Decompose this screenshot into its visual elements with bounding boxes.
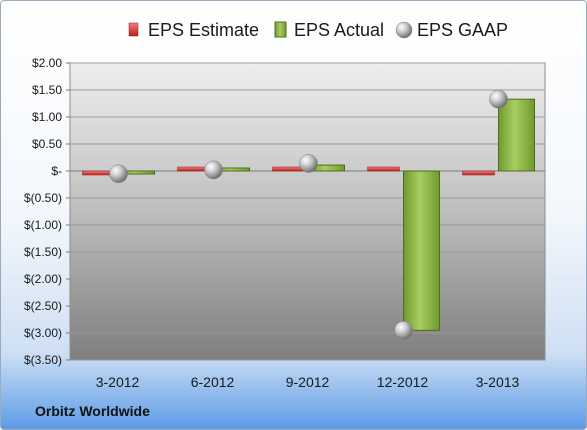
y-tick-label: $- xyxy=(51,164,62,178)
eps-gaap-point xyxy=(489,89,508,109)
x-tick-label: 6-2012 xyxy=(191,374,235,390)
legend-swatch-eps-gaap xyxy=(395,21,413,39)
y-tick-label: $(3.00) xyxy=(24,326,62,340)
legend-swatch-eps-estimate xyxy=(128,22,139,37)
y-tick-label: $2.00 xyxy=(32,56,62,70)
x-tick-label: 3-2012 xyxy=(96,374,140,390)
y-tick-label: $1.50 xyxy=(32,83,62,97)
eps-estimate-mark xyxy=(462,170,495,176)
eps-actual-bar xyxy=(403,170,440,331)
y-tick-label: $1.00 xyxy=(32,110,62,124)
eps-gaap-point xyxy=(109,164,128,183)
y-tick-label: $(2.50) xyxy=(24,299,62,313)
eps-estimate-mark xyxy=(367,166,400,172)
eps-actual-bar xyxy=(498,98,535,172)
eps-gaap-point xyxy=(204,160,223,180)
eps-gaap-point xyxy=(299,154,318,173)
y-tick-label: $(1.00) xyxy=(24,218,62,232)
y-tick-label: $(1.50) xyxy=(24,245,62,259)
y-tick-label: $(0.50) xyxy=(24,191,62,205)
plot-area xyxy=(69,62,546,361)
y-tick-label: $0.50 xyxy=(32,137,62,151)
legend-label: EPS Actual xyxy=(294,20,384,40)
y-tick-label: $(2.00) xyxy=(24,272,62,286)
y-tick-label: $(3.50) xyxy=(24,353,62,367)
x-tick-label: 3-2013 xyxy=(476,374,520,390)
legend-label: EPS Estimate xyxy=(148,20,259,40)
eps-estimate-mark xyxy=(272,166,305,172)
company-name: Orbitz Worldwide xyxy=(35,403,150,419)
x-tick-label: 9-2012 xyxy=(286,374,330,390)
x-tick-label: 12-2012 xyxy=(377,374,429,390)
legend-label: EPS GAAP xyxy=(417,20,508,40)
eps-gaap-point xyxy=(394,321,413,340)
legend-swatch-eps-actual xyxy=(274,21,287,38)
